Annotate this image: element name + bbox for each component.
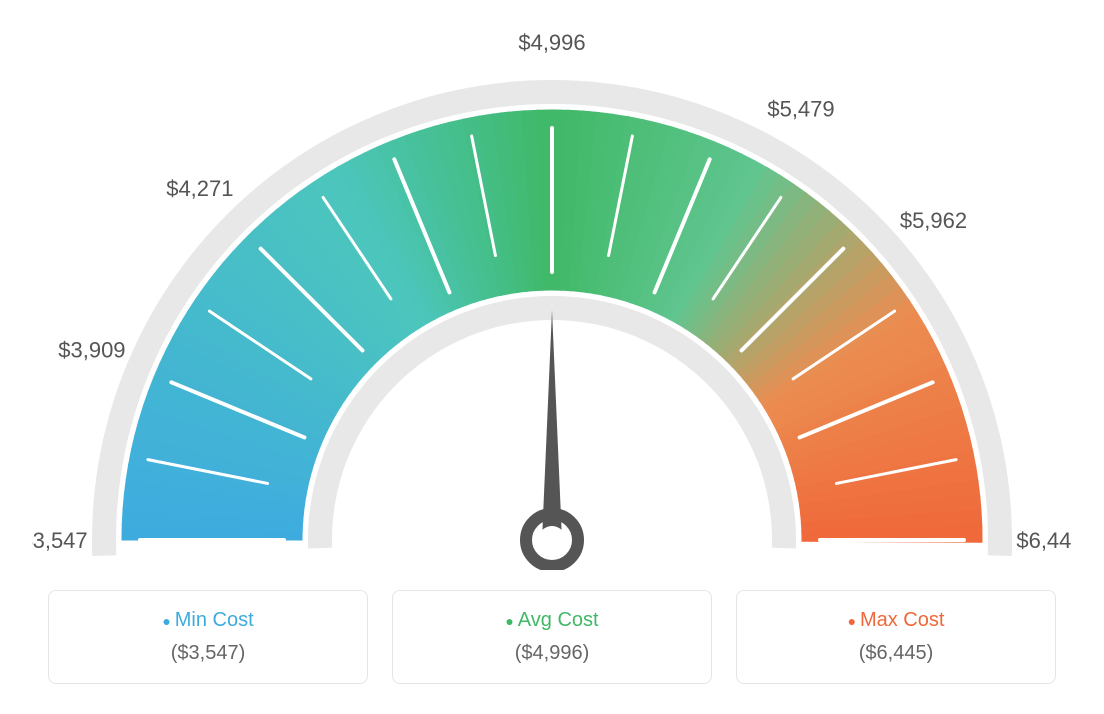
gauge-tick-label: $5,479 <box>767 97 834 122</box>
gauge-tick-label: $6,445 <box>1016 528 1072 553</box>
legend-avg-value: ($4,996) <box>413 642 691 665</box>
legend-row: Min Cost ($3,547) Avg Cost ($4,996) Max … <box>32 590 1072 684</box>
gauge-svg: $3,547 $3,909 $4,271 $4,996 $5,479 $5,962 $6,4… <box>32 30 1072 570</box>
legend-avg-label: Avg Cost <box>413 609 691 632</box>
legend-min-card: Min Cost ($3,547) <box>48 590 368 684</box>
gauge-tick-label: $4,996 <box>518 30 585 55</box>
gauge-tick-label: $3,909 <box>58 337 125 362</box>
cost-gauge-chart: $3,547 $3,909 $4,271 $4,996 $5,479 $5,962 $6,4… <box>32 30 1072 570</box>
legend-max-card: Max Cost ($6,445) <box>736 590 1056 684</box>
legend-max-label: Max Cost <box>757 609 1035 632</box>
legend-max-value: ($6,445) <box>757 642 1035 665</box>
legend-min-value: ($3,547) <box>69 642 347 665</box>
gauge-needle-hub-inner <box>538 526 566 554</box>
gauge-needle <box>542 310 562 540</box>
legend-avg-card: Avg Cost ($4,996) <box>392 590 712 684</box>
legend-min-label: Min Cost <box>69 609 347 632</box>
gauge-tick-label: $4,271 <box>166 176 233 201</box>
gauge-tick-label: $5,962 <box>900 208 967 233</box>
gauge-tick-label: $3,547 <box>32 528 88 553</box>
